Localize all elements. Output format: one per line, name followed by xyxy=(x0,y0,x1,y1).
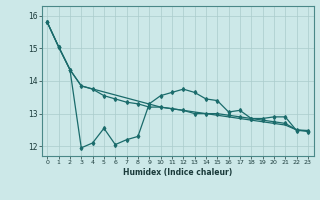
X-axis label: Humidex (Indice chaleur): Humidex (Indice chaleur) xyxy=(123,168,232,177)
